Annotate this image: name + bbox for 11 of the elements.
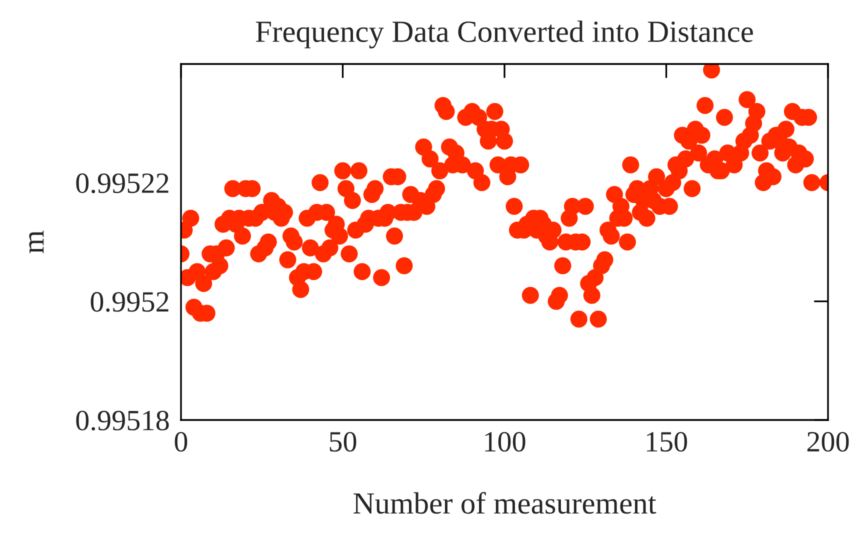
y-tick-label: 0.99522 bbox=[76, 173, 168, 194]
chart-title: Frequency Data Converted into Distance bbox=[256, 20, 753, 48]
y-tick-label: 0.9952 bbox=[90, 292, 168, 312]
y-tick-label: 0.99518 bbox=[76, 410, 169, 431]
x-tick-label: 50 bbox=[330, 432, 356, 452]
x-axis-title: Number of measurement bbox=[354, 492, 656, 514]
x-tick-label: 100 bbox=[485, 432, 526, 452]
x-tick-label: 150 bbox=[646, 432, 688, 452]
x-tick-label: 200 bbox=[807, 432, 849, 452]
y-axis-title: m bbox=[29, 230, 44, 254]
x-tick-label: 0 bbox=[174, 432, 188, 452]
